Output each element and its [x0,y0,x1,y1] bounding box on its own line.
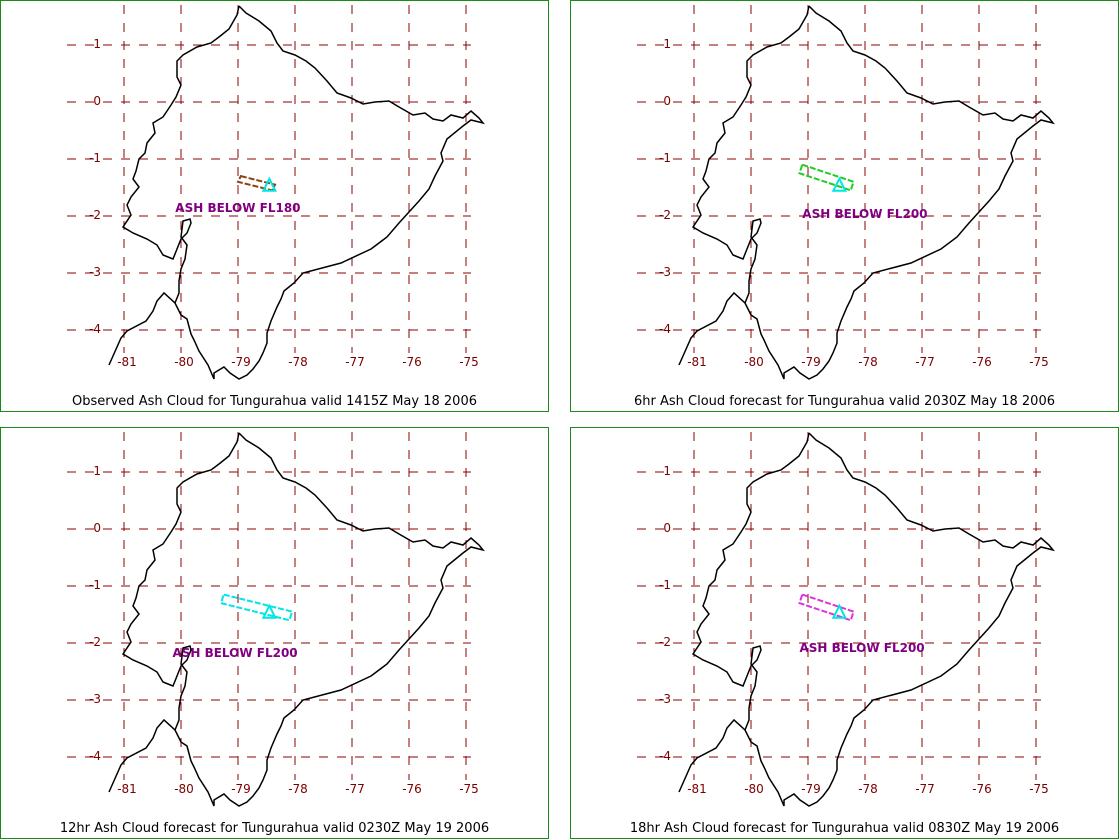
volcano-marker [261,603,277,619]
lat-tick-label: 1 [663,464,671,478]
lon-tick-label: -81 [687,355,707,369]
ash-label: ASH BELOW FL180 [175,201,301,216]
lon-tick-label: -77 [915,782,935,796]
lon-tick-label: -75 [1029,782,1049,796]
coastline [691,5,810,304]
lat-tick-label: -2 [89,635,101,649]
lat-tick-label: -4 [659,322,671,336]
lon-tick-label: -81 [117,355,137,369]
map-canvas [67,5,485,380]
map-panel-observed: ASH BELOW FL180 Observed Ash Cloud for T… [0,0,549,412]
coastline [678,432,1055,807]
lat-tick-label: -3 [659,692,671,706]
lat-tick-label: -3 [89,265,101,279]
lon-tick-label: -80 [174,355,194,369]
lon-tick-label: -80 [174,782,194,796]
lat-tick-label: -1 [659,578,671,592]
lon-tick-label: -79 [801,355,821,369]
ash-label: ASH BELOW FL200 [799,640,925,655]
lon-tick-label: -76 [402,782,422,796]
map-canvas [637,5,1055,380]
map-canvas [67,432,485,807]
lat-tick-label: 0 [93,94,101,108]
lon-tick-label: -75 [1029,355,1049,369]
coastline [121,432,240,731]
coastline [678,5,1055,380]
lon-tick-label: -81 [687,782,707,796]
lat-tick-label: 1 [663,37,671,51]
map-panel-12hr: ASH BELOW FL200 12hr Ash Cloud forecast … [0,427,549,839]
lon-tick-label: -75 [459,782,479,796]
lat-tick-label: -4 [89,749,101,763]
lon-tick-label: -78 [858,355,878,369]
lon-tick-label: -77 [345,355,365,369]
ash-label: ASH BELOW FL200 [802,206,928,221]
map-panel-6hr: ASH BELOW FL200 6hr Ash Cloud forecast f… [570,0,1119,412]
lat-tick-label: 0 [663,521,671,535]
lat-tick-label: 0 [663,94,671,108]
panel-caption: 12hr Ash Cloud forecast for Tungurahua v… [59,821,490,836]
lat-tick-label: -3 [89,692,101,706]
lat-tick-label: 1 [93,464,101,478]
panel-caption: 18hr Ash Cloud forecast for Tungurahua v… [629,821,1060,836]
ash-label: ASH BELOW FL200 [172,646,298,661]
lon-tick-label: -80 [744,782,764,796]
volcano-marker [261,176,277,192]
lon-tick-label: -76 [972,782,992,796]
lon-tick-label: -80 [744,355,764,369]
ash-cloud [798,593,855,622]
lat-tick-label: -4 [659,749,671,763]
lat-tick-label: -1 [89,578,101,592]
lat-tick-label: -2 [659,635,671,649]
lat-tick-label: -2 [89,208,101,222]
coastline [108,432,485,807]
lon-tick-label: -79 [231,782,251,796]
lon-tick-label: -79 [231,355,251,369]
lon-tick-label: -78 [288,355,308,369]
volcano-marker [831,176,847,192]
lon-tick-label: -75 [459,355,479,369]
map-panel-18hr: ASH BELOW FL200 18hr Ash Cloud forecast … [570,427,1119,839]
coastline [121,5,240,304]
lat-tick-label: -2 [659,208,671,222]
ash-cloud [798,163,855,192]
lon-tick-label: -78 [858,782,878,796]
lat-tick-label: -3 [659,265,671,279]
lat-tick-label: -1 [89,151,101,165]
lon-tick-label: -76 [972,355,992,369]
panel-caption: Observed Ash Cloud for Tungurahua valid … [72,394,477,409]
coastline [108,5,485,380]
volcano-marker [831,603,847,619]
lat-tick-label: 1 [93,37,101,51]
ash-cloud [219,593,294,622]
map-canvas [637,432,1055,807]
lon-tick-label: -79 [801,782,821,796]
lat-tick-label: 0 [93,521,101,535]
lon-tick-label: -77 [345,782,365,796]
lon-tick-label: -76 [402,355,422,369]
panel-caption: 6hr Ash Cloud forecast for Tungurahua va… [634,394,1055,409]
lat-tick-label: -1 [659,151,671,165]
lat-tick-label: -4 [89,322,101,336]
lon-tick-label: -81 [117,782,137,796]
lon-tick-label: -78 [288,782,308,796]
coastline [691,432,810,731]
lon-tick-label: -77 [915,355,935,369]
